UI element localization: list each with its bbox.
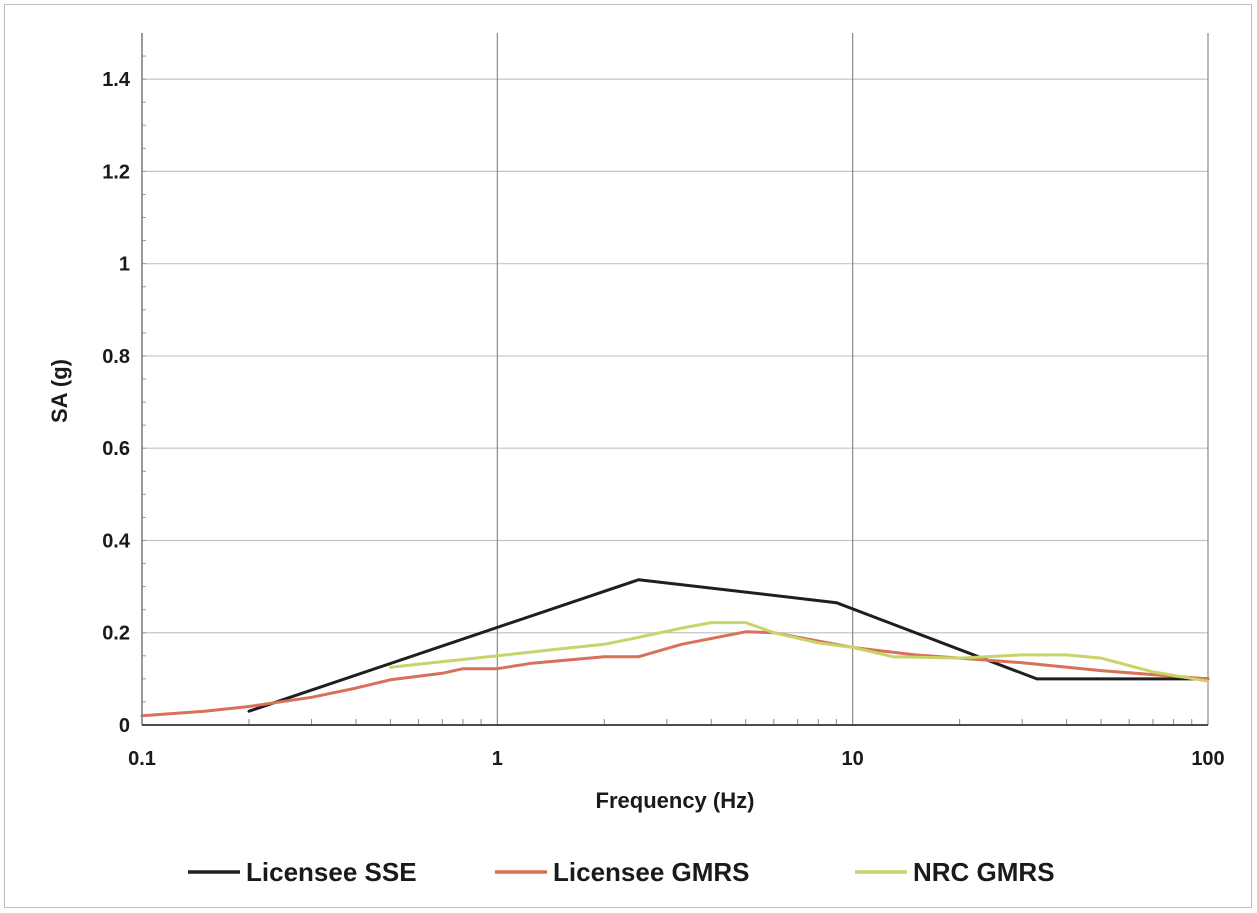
gridlines: [142, 33, 1209, 725]
legend-label-0: Licensee SSE: [246, 857, 417, 887]
series-line-1: [140, 630, 1210, 718]
y-axis-title: SA (g): [47, 359, 72, 423]
y-tick-label: 0: [119, 715, 130, 737]
chart-frame: [4, 4, 1252, 908]
y-tick-label: 1.2: [102, 161, 130, 183]
y-tick-label: 0.4: [102, 530, 131, 552]
series-line-2: [388, 621, 1210, 683]
series-lines: [140, 578, 1210, 718]
x-tick-label: 0.1: [128, 748, 156, 770]
legend-label-1: Licensee GMRS: [553, 857, 750, 887]
y-tick-label: 0.6: [102, 438, 130, 460]
minor-ticks: [142, 55, 1193, 725]
legend-label-2: NRC GMRS: [913, 857, 1055, 887]
y-tick-label: 1: [119, 254, 130, 276]
y-tick-label: 0.8: [102, 346, 130, 368]
legend: Licensee SSE Licensee GMRS NRC GMRS: [188, 857, 1055, 887]
x-tick-label: 10: [842, 748, 864, 770]
series-line-0: [247, 578, 1210, 713]
x-tick-label: 1: [492, 748, 503, 770]
y-tick-label: 0.2: [102, 623, 130, 645]
axes: 0 0.2 0.4 0.6 0.8 1 1.2 1.4 0.1 1 10 100: [102, 33, 1225, 770]
x-tick-label: 100: [1191, 748, 1224, 770]
x-axis-title: Frequency (Hz): [596, 788, 755, 813]
y-tick-label: 1.4: [102, 69, 131, 91]
